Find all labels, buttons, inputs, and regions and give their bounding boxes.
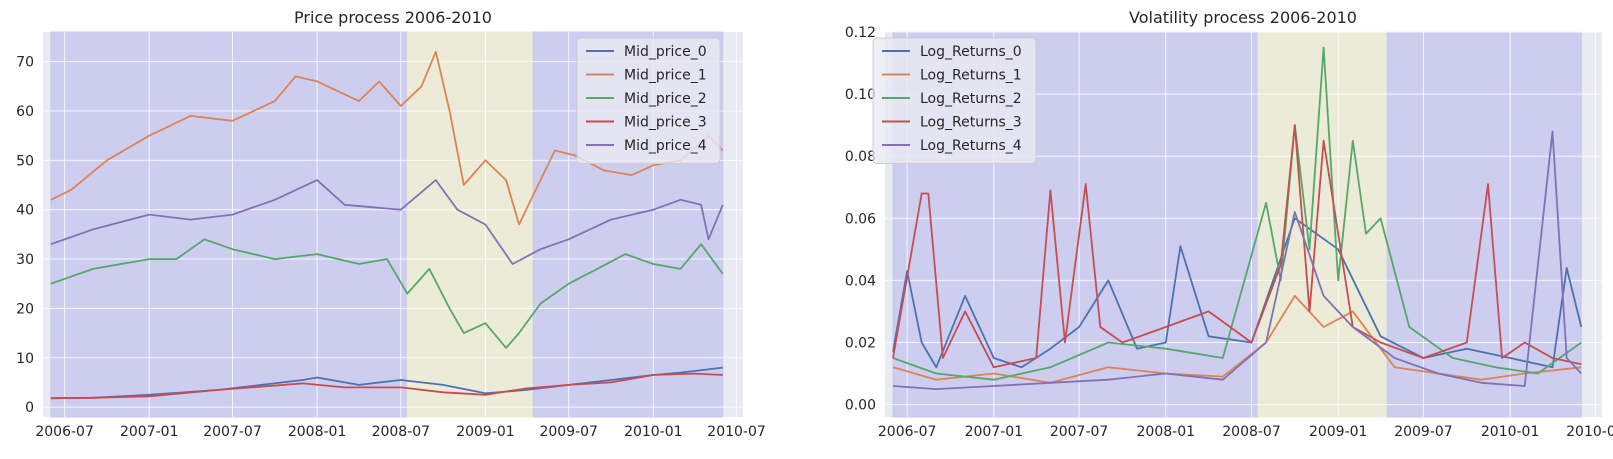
y-tick-label: 50 bbox=[16, 153, 34, 169]
legend-box bbox=[576, 37, 721, 164]
legend-label: Log_Returns_3 bbox=[920, 115, 1022, 131]
chart-title: Price process 2006-2010 bbox=[294, 8, 492, 27]
shaded-region bbox=[1257, 31, 1388, 418]
series-line bbox=[892, 46, 1582, 381]
y-tick-label: 0.10 bbox=[845, 87, 876, 103]
x-tick-label: 2010-07 bbox=[707, 424, 766, 440]
x-tick-label: 2009-07 bbox=[539, 424, 598, 440]
x-tick-label: 2008-07 bbox=[1222, 424, 1281, 440]
series-line bbox=[50, 50, 724, 226]
x-tick-label: 2007-01 bbox=[965, 424, 1024, 440]
series-line bbox=[50, 238, 724, 349]
legend-box bbox=[872, 37, 1037, 164]
y-tick-labels: 0 10 20 30 40 50 60 70 bbox=[16, 55, 34, 417]
legend-label: Mid_price_0 bbox=[624, 44, 707, 60]
y-tick-label: 0.04 bbox=[845, 273, 876, 289]
y-tick-label: 0.06 bbox=[845, 211, 876, 227]
y-tick-label: 20 bbox=[16, 301, 34, 317]
x-tick-label: 2006-07 bbox=[35, 424, 94, 440]
series-line bbox=[892, 124, 1582, 369]
legend-label: Log_Returns_4 bbox=[920, 138, 1022, 154]
x-tick-label: 2010-01 bbox=[1481, 424, 1540, 440]
x-tick-label: 2007-01 bbox=[120, 424, 179, 440]
x-tick-labels: 2006-07 2007-01 2007-07 2008-01 2008-07 2009-… bbox=[35, 424, 765, 440]
legend-label: Log_Returns_1 bbox=[920, 68, 1022, 84]
x-tick-label: 2006-07 bbox=[878, 424, 937, 440]
legend: Mid_price_0 Mid_price_1 Mid_price_2 Mid_pri… bbox=[576, 37, 721, 164]
series-line bbox=[50, 179, 724, 265]
y-tick-label: 0.12 bbox=[845, 25, 876, 41]
volatility-process-chart: 2006-07 2007-01 2007-07 2008-01 2008-07 2009-… bbox=[845, 8, 1613, 440]
legend-label: Mid_price_1 bbox=[624, 68, 707, 84]
shaded-region bbox=[406, 31, 534, 418]
legend-label: Mid_price_4 bbox=[624, 138, 707, 154]
shaded-region bbox=[50, 31, 408, 418]
series-line bbox=[892, 294, 1582, 384]
legend-label: Log_Returns_2 bbox=[920, 91, 1022, 107]
legend-label: Mid_price_2 bbox=[624, 91, 707, 107]
x-tick-label: 2010-01 bbox=[624, 424, 683, 440]
x-tick-label: 2007-07 bbox=[1050, 424, 1109, 440]
legend-label: Log_Returns_0 bbox=[920, 44, 1022, 60]
x-tick-label: 2008-01 bbox=[1137, 424, 1196, 440]
y-tick-label: 0.08 bbox=[845, 149, 876, 165]
series-line bbox=[50, 372, 723, 400]
chart-title: Volatility process 2006-2010 bbox=[1129, 8, 1357, 27]
x-tick-label: 2008-07 bbox=[372, 424, 431, 440]
y-tick-label: 70 bbox=[16, 55, 34, 71]
legend-label: Mid_price_3 bbox=[624, 115, 707, 131]
x-tick-label: 2010-07 bbox=[1566, 424, 1613, 440]
legend: Log_Returns_0 Log_Returns_1 Log_Returns_2 L… bbox=[872, 37, 1037, 164]
x-tick-label: 2009-01 bbox=[1309, 424, 1368, 440]
y-tick-label: 30 bbox=[16, 252, 34, 268]
y-tick-label: 0.02 bbox=[845, 335, 876, 351]
x-tick-label: 2007-07 bbox=[203, 424, 262, 440]
y-tick-label: 40 bbox=[16, 203, 34, 219]
x-tick-label: 2008-01 bbox=[288, 424, 347, 440]
x-tick-label: 2009-01 bbox=[456, 424, 515, 440]
y-tick-label: 0.00 bbox=[845, 398, 876, 414]
series-line bbox=[892, 217, 1583, 369]
series-lines bbox=[892, 46, 1583, 391]
y-tick-label: 60 bbox=[16, 104, 34, 120]
y-tick-label: 10 bbox=[16, 351, 34, 367]
price-process-chart: 2006-07 2007-01 2007-07 2008-01 2008-07 2009-… bbox=[16, 8, 766, 440]
x-tick-labels: 2006-07 2007-01 2007-07 2008-01 2008-07 2009-… bbox=[878, 424, 1613, 440]
y-tick-labels: 0.00 0.02 0.04 0.06 0.08 0.10 0.12 bbox=[845, 25, 876, 414]
series-line bbox=[892, 130, 1582, 391]
x-tick-label: 2009-07 bbox=[1394, 424, 1453, 440]
series-lines bbox=[50, 50, 724, 400]
shaded-region bbox=[1386, 31, 1582, 418]
y-tick-label: 0 bbox=[25, 400, 34, 416]
